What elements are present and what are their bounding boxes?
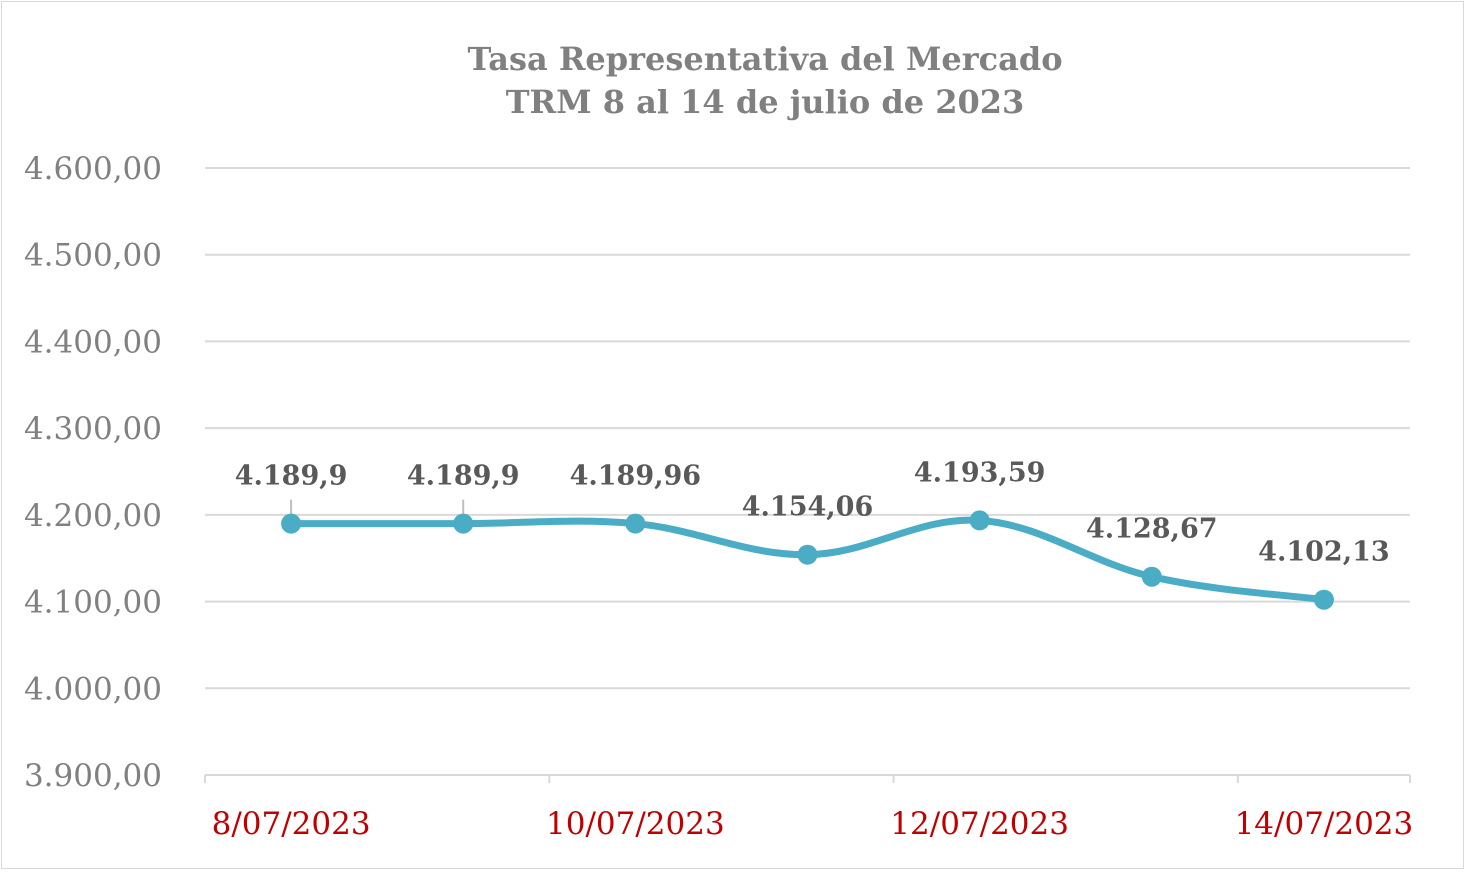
data-point-marker — [281, 513, 302, 534]
data-label: 4.154,06 — [742, 492, 874, 523]
x-tick-label: 12/07/2023 — [890, 806, 1069, 842]
y-tick-label: 4.500,00 — [24, 238, 162, 274]
data-point-marker — [1141, 566, 1162, 587]
data-label: 4.189,96 — [570, 461, 702, 492]
x-tick-label: 8/07/2023 — [212, 806, 371, 842]
series-trm — [281, 499, 1334, 610]
data-label: 4.193,59 — [914, 457, 1046, 488]
x-axis — [204, 774, 1411, 783]
y-tick-label: 4.100,00 — [24, 585, 162, 621]
chart-title-line-2: TRM 8 al 14 de julio de 2023 — [506, 83, 1025, 121]
x-tick-label: 14/07/2023 — [1235, 806, 1414, 842]
y-tick-label: 4.200,00 — [24, 498, 162, 534]
y-tick-label: 3.900,00 — [24, 758, 162, 794]
gridlines — [205, 167, 1410, 690]
y-tick-label: 4.300,00 — [24, 411, 162, 447]
data-point-marker — [797, 544, 818, 565]
chart-title-line-1: Tasa Representativa del Mercado — [467, 40, 1062, 78]
data-labels: 4.189,9 4.189,9 4.189,96 4.154,06 4.193,59 4.… — [235, 457, 1390, 567]
data-label: 4.189,9 — [407, 461, 520, 492]
chart-title: Tasa Representativa del Mercado TRM 8 al… — [467, 40, 1062, 121]
data-label: 4.128,67 — [1086, 514, 1218, 545]
x-axis-tick-labels: 8/07/2023 10/07/2023 12/07/2023 14/07/2023 — [212, 806, 1414, 842]
y-tick-label: 4.600,00 — [24, 151, 162, 187]
data-point-marker — [625, 513, 646, 534]
data-label: 4.102,13 — [1258, 537, 1390, 568]
y-tick-label: 4.400,00 — [24, 324, 162, 360]
data-point-marker — [969, 510, 990, 531]
data-label: 4.189,9 — [235, 461, 348, 492]
y-tick-label: 4.000,00 — [24, 671, 162, 707]
x-tick-label: 10/07/2023 — [546, 806, 725, 842]
data-point-marker — [1313, 589, 1334, 610]
data-point-marker — [453, 513, 474, 534]
y-axis-tick-labels: 3.900,00 4.000,00 4.100,00 4.200,00 4.300,00… — [24, 151, 162, 794]
